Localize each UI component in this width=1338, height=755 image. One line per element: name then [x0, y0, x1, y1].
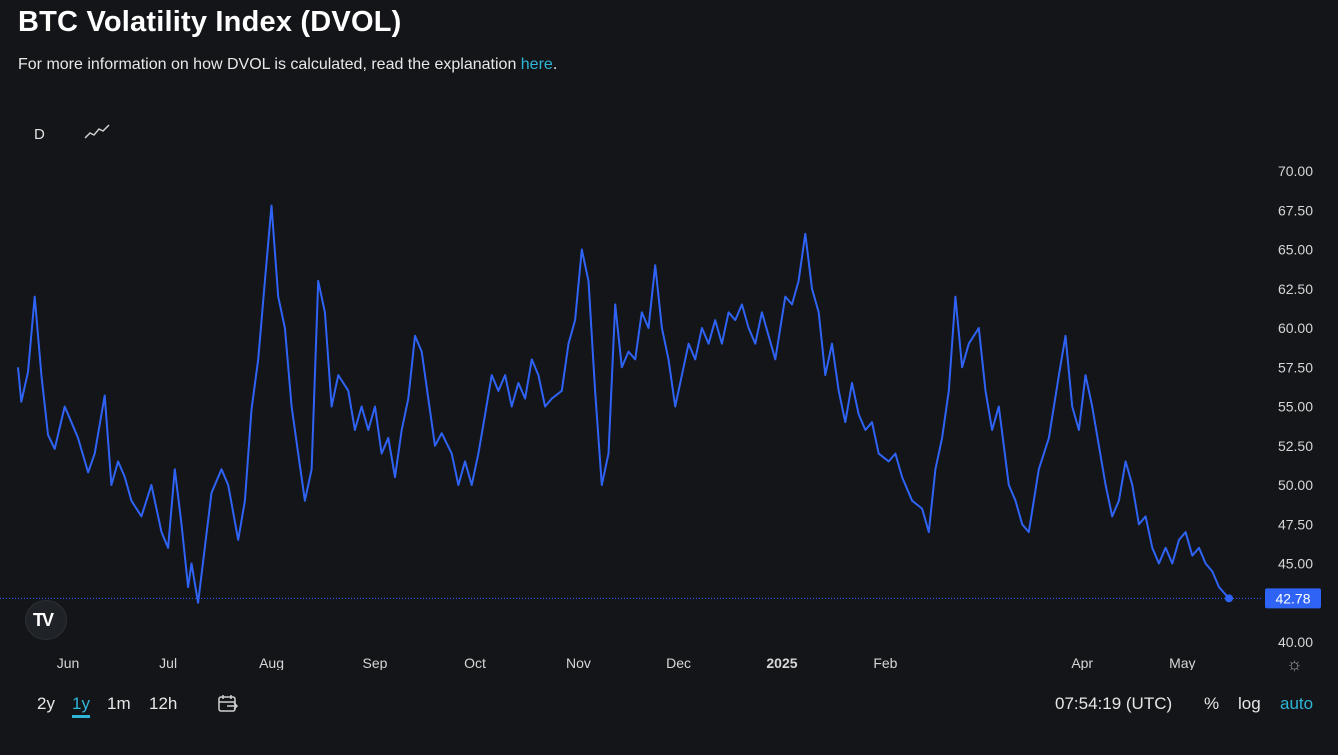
y-tick-label: 70.00 — [1278, 163, 1313, 179]
calendar-range-icon[interactable] — [217, 694, 239, 714]
tradingview-logo[interactable]: TV — [25, 600, 67, 640]
x-tick-label: Dec — [666, 655, 691, 670]
explanation-link[interactable]: here — [520, 56, 553, 73]
y-tick-label: 52.50 — [1278, 438, 1313, 454]
y-tick-label: 45.00 — [1278, 556, 1313, 572]
last-value-badge — [1265, 588, 1321, 609]
y-tick-label: 50.00 — [1278, 477, 1313, 493]
y-tick-label: 65.00 — [1278, 242, 1313, 258]
subtitle-text: For more information on how DVOL is calc… — [18, 56, 521, 73]
x-tick-label: May — [1169, 655, 1195, 670]
x-tick-label: Jun — [57, 655, 80, 670]
page-subtitle: For more information on how DVOL is calc… — [18, 56, 557, 74]
y-tick-label: 60.00 — [1278, 320, 1313, 336]
auto-scale-toggle[interactable]: auto — [1280, 694, 1314, 713]
y-tick-label: 57.50 — [1278, 359, 1313, 375]
series-line — [17, 204, 1230, 604]
subtitle-end: . — [552, 56, 558, 73]
percent-scale-toggle[interactable]: % — [1204, 694, 1220, 713]
range-button-1m[interactable]: 1m — [107, 694, 131, 713]
x-tick-label: 2025 — [766, 655, 797, 670]
utc-clock: 07:54:19 (UTC) — [1055, 694, 1173, 713]
x-tick-label: Jul — [159, 655, 177, 670]
range-button-2y[interactable]: 2y — [37, 694, 55, 713]
x-tick-label: Oct — [464, 655, 486, 670]
last-point-marker — [1225, 594, 1233, 603]
y-tick-label: 40.00 — [1278, 634, 1313, 650]
line-chart-icon[interactable] — [84, 124, 110, 140]
x-tick-label: Sep — [363, 655, 388, 670]
range-button-1y[interactable]: 1y — [72, 694, 90, 718]
dvol-line-chart[interactable]: 40.0042.5045.0047.5050.0052.5055.0057.50… — [0, 150, 1338, 670]
range-button-12h[interactable]: 12h — [149, 694, 178, 713]
y-tick-label: 67.50 — [1278, 202, 1313, 218]
last-value-label: 42.78 — [1275, 590, 1310, 606]
interval-button[interactable]: D — [34, 126, 45, 143]
x-tick-label: Apr — [1071, 655, 1093, 670]
x-tick-label: Feb — [873, 655, 897, 670]
page-title: BTC Volatility Index (DVOL) — [18, 6, 402, 38]
y-tick-label: 62.50 — [1278, 281, 1313, 297]
y-tick-label: 55.00 — [1278, 399, 1313, 415]
x-tick-label: Aug — [259, 655, 284, 670]
settings-icon[interactable]: ☼ — [1286, 654, 1303, 674]
x-tick-label: Nov — [566, 655, 591, 670]
y-tick-label: 47.50 — [1278, 516, 1313, 532]
log-scale-toggle[interactable]: log — [1238, 694, 1261, 713]
